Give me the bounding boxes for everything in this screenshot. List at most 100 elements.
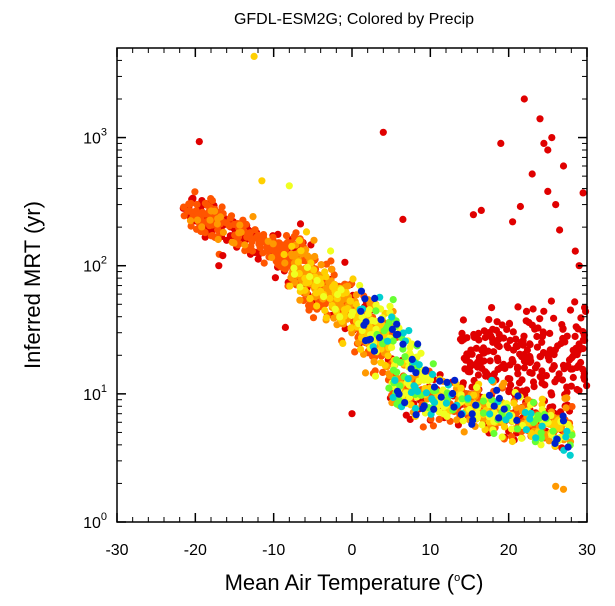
data-point: [356, 281, 364, 290]
data-point: [532, 434, 540, 442]
data-point: [184, 207, 192, 215]
data-point: [529, 305, 537, 313]
data-point: [303, 252, 312, 260]
data-point: [310, 236, 318, 244]
data-point: [249, 213, 257, 221]
data-point: [490, 429, 498, 438]
data-point: [504, 344, 512, 352]
y-tick-label-exp: 3: [101, 127, 107, 139]
data-point: [468, 410, 476, 418]
data-point: [557, 339, 565, 348]
data-point: [564, 443, 572, 451]
data-point: [417, 349, 425, 357]
x-axis-label-after: C): [460, 570, 483, 595]
data-point: [216, 213, 224, 221]
data-point: [530, 398, 538, 407]
data-point: [559, 325, 567, 333]
data-point: [429, 422, 437, 430]
data-point: [370, 347, 378, 355]
data-point: [286, 282, 294, 290]
data-point: [443, 412, 451, 420]
data-point: [568, 403, 576, 411]
data-point: [563, 383, 571, 391]
data-point: [281, 323, 289, 331]
data-point: [334, 290, 342, 299]
data-point: [365, 306, 373, 314]
data-point: [248, 238, 256, 246]
data-point: [368, 316, 376, 325]
data-point: [214, 226, 222, 234]
data-point: [458, 395, 466, 403]
data-point: [388, 325, 396, 333]
data-point: [285, 182, 293, 190]
data-point: [513, 364, 522, 372]
data-point: [442, 399, 450, 407]
data-point: [460, 428, 468, 436]
data-point: [555, 370, 563, 378]
x-tick-label: 0: [348, 542, 357, 559]
data-point: [399, 215, 407, 223]
data-point: [414, 340, 422, 348]
x-tick-label: 30: [578, 542, 596, 559]
data-point: [457, 410, 465, 419]
data-point: [407, 365, 415, 373]
data-point: [563, 332, 571, 340]
data-point: [384, 337, 392, 345]
data-point: [352, 291, 360, 299]
data-point: [577, 358, 585, 367]
data-point: [580, 369, 588, 377]
data-point: [404, 375, 412, 383]
data-point: [547, 297, 556, 305]
data-point: [463, 334, 471, 342]
data-point: [493, 318, 501, 326]
x-tick-label: 20: [500, 542, 518, 559]
data-point: [276, 243, 284, 251]
data-point: [556, 226, 564, 234]
data-point: [393, 387, 402, 395]
data-point: [290, 264, 298, 272]
data-point: [372, 301, 380, 309]
data-point: [558, 376, 567, 384]
x-tick-label: -20: [184, 542, 207, 559]
data-point: [527, 409, 535, 417]
data-point: [210, 207, 219, 215]
data-point: [526, 352, 534, 361]
data-point: [500, 379, 508, 387]
y-tick-label-exp: 0: [101, 511, 107, 523]
data-point: [348, 410, 356, 418]
data-point: [428, 370, 437, 378]
data-point: [528, 369, 536, 377]
data-point: [187, 199, 195, 208]
data-point: [539, 328, 547, 336]
data-point: [577, 314, 585, 322]
y-tick-label: 100: [83, 511, 107, 532]
data-point: [550, 314, 558, 322]
data-point: [544, 353, 552, 361]
data-point: [495, 414, 503, 422]
data-point: [303, 263, 311, 271]
data-point: [186, 217, 195, 225]
data-point: [497, 139, 505, 147]
y-tick-label: 101: [83, 383, 107, 404]
data-point: [203, 201, 211, 209]
data-point: [297, 247, 305, 255]
data-point: [523, 346, 532, 354]
data-point: [516, 202, 525, 211]
data-point: [309, 314, 318, 322]
data-point: [428, 395, 436, 403]
data-point: [215, 262, 223, 270]
data-point: [523, 386, 531, 394]
data-point: [235, 229, 243, 237]
data-point: [476, 360, 484, 368]
data-point: [280, 250, 288, 259]
data-point: [250, 52, 258, 61]
data-point: [375, 334, 384, 342]
data-point: [362, 318, 370, 326]
data-point: [563, 394, 571, 402]
data-point: [540, 139, 548, 147]
data-point: [357, 287, 365, 295]
data-point: [533, 361, 541, 369]
data-point: [512, 335, 520, 343]
data-point: [514, 370, 522, 378]
data-point: [515, 379, 524, 387]
